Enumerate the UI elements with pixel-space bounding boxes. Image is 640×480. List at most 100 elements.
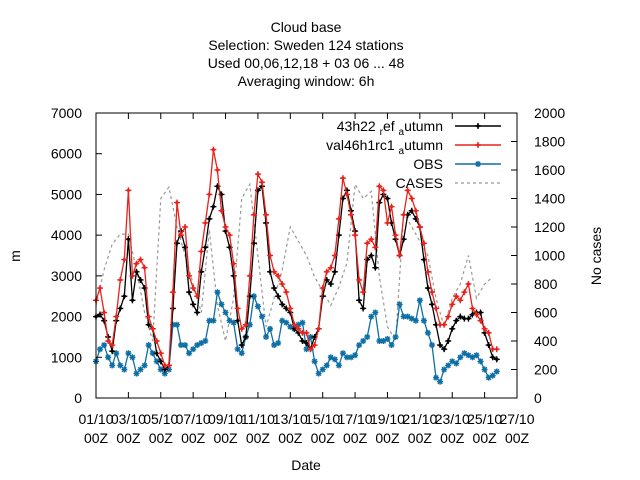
data-point-1 bbox=[384, 219, 391, 226]
data-point-0 bbox=[360, 305, 367, 312]
data-point-1 bbox=[117, 276, 124, 283]
data-point-2 bbox=[315, 370, 322, 377]
x-tick-label-time: 00Z bbox=[213, 430, 238, 446]
data-point-2 bbox=[117, 362, 124, 369]
data-point-2 bbox=[299, 319, 306, 326]
data-point-1 bbox=[101, 309, 108, 316]
x-tick-label-time: 00Z bbox=[84, 430, 109, 446]
plot-series bbox=[93, 146, 500, 385]
data-point-1 bbox=[360, 289, 367, 296]
data-point-2 bbox=[275, 340, 282, 347]
data-point-2 bbox=[469, 354, 476, 361]
data-point-1 bbox=[469, 305, 476, 312]
data-point-0 bbox=[186, 289, 193, 296]
data-point-0 bbox=[424, 285, 431, 292]
data-point-2 bbox=[412, 317, 419, 324]
data-point-2 bbox=[339, 350, 346, 357]
y-tick-label: 1000 bbox=[51, 349, 82, 365]
data-point-2 bbox=[186, 350, 193, 357]
data-point-2 bbox=[372, 309, 379, 316]
x-tick-label-time: 00Z bbox=[343, 430, 368, 446]
data-point-2 bbox=[477, 358, 484, 365]
data-point-0 bbox=[441, 346, 448, 353]
data-point-2 bbox=[283, 319, 290, 326]
data-point-1 bbox=[105, 338, 112, 344]
data-point-0 bbox=[445, 338, 452, 344]
data-point-1 bbox=[198, 248, 205, 255]
data-point-1 bbox=[295, 325, 302, 332]
data-point-1 bbox=[275, 272, 282, 279]
x-tick-label-time: 00Z bbox=[311, 430, 336, 446]
x-tick-label-time: 00Z bbox=[181, 430, 206, 446]
data-point-2 bbox=[445, 362, 452, 369]
data-point-2 bbox=[416, 297, 423, 304]
data-point-1 bbox=[206, 191, 213, 198]
data-point-0 bbox=[242, 333, 249, 340]
data-point-1 bbox=[250, 211, 257, 218]
data-point-1 bbox=[420, 240, 427, 247]
data-point-2 bbox=[210, 317, 217, 324]
data-point-2 bbox=[428, 342, 435, 349]
data-point-1 bbox=[473, 311, 480, 318]
x-tick-label: 11/10 bbox=[241, 411, 275, 427]
data-point-0 bbox=[275, 293, 282, 300]
data-point-1 bbox=[315, 325, 322, 332]
data-point-0 bbox=[372, 264, 379, 271]
data-point-2 bbox=[190, 346, 197, 353]
data-point-2 bbox=[105, 354, 112, 361]
data-point-1 bbox=[226, 232, 233, 239]
data-point-1 bbox=[283, 289, 290, 296]
data-point-2 bbox=[250, 293, 257, 300]
data-point-0 bbox=[109, 348, 116, 355]
data-point-2 bbox=[392, 333, 399, 340]
data-point-2 bbox=[400, 313, 407, 320]
data-point-2 bbox=[457, 354, 464, 361]
y-tick-label: 4000 bbox=[51, 227, 82, 243]
y2-tick-label: 1400 bbox=[534, 191, 565, 207]
data-point-1 bbox=[113, 313, 120, 320]
data-point-1 bbox=[327, 264, 334, 271]
x-tick-label: 09/10 bbox=[208, 411, 243, 427]
data-point-1 bbox=[323, 268, 330, 275]
data-point-1 bbox=[194, 293, 201, 300]
y-tick-label: 3000 bbox=[51, 268, 82, 284]
data-point-0 bbox=[129, 297, 136, 304]
data-point-1 bbox=[153, 338, 160, 344]
axis-ticks: 0 1000 2000 3000 4000 5000 6000 7000 0 200 400 600 8… bbox=[51, 105, 566, 446]
data-point-1 bbox=[186, 272, 193, 279]
data-point-0 bbox=[489, 354, 496, 361]
data-point-2 bbox=[384, 335, 391, 342]
x-tick-label: 23/10 bbox=[435, 411, 470, 427]
data-point-0 bbox=[437, 342, 444, 349]
data-point-1 bbox=[449, 301, 456, 308]
data-point-1 bbox=[218, 207, 225, 214]
data-point-1 bbox=[190, 285, 197, 292]
data-point-1 bbox=[258, 179, 265, 186]
data-point-1 bbox=[182, 224, 189, 230]
title-line: Used 00,06,12,18 + 03 06 ... 48 bbox=[208, 55, 405, 71]
chart-title: Cloud base Selection: Sweden 124 stations… bbox=[208, 19, 405, 89]
data-point-0 bbox=[202, 244, 209, 251]
data-point-2 bbox=[364, 333, 371, 340]
data-point-1 bbox=[311, 342, 318, 349]
data-point-2 bbox=[441, 366, 448, 373]
y-tick-label: 2000 bbox=[51, 309, 82, 325]
data-point-1 bbox=[202, 219, 209, 226]
data-point-0 bbox=[493, 356, 500, 363]
data-point-2 bbox=[145, 342, 152, 349]
legend-marker bbox=[475, 161, 481, 167]
x-tick-label: 15/10 bbox=[305, 411, 340, 427]
data-point-1 bbox=[388, 203, 395, 210]
data-point-1 bbox=[348, 211, 355, 218]
data-point-2 bbox=[214, 289, 221, 296]
data-point-1 bbox=[246, 272, 253, 279]
data-point-2 bbox=[97, 346, 104, 353]
data-point-1 bbox=[263, 211, 270, 218]
y2-tick-label: 0 bbox=[534, 390, 542, 406]
title-line: Cloud base bbox=[271, 19, 342, 35]
x-tick-label: 13/10 bbox=[273, 411, 308, 427]
data-point-1 bbox=[477, 317, 484, 324]
x-tick-label: 17/10 bbox=[338, 411, 373, 427]
x-axis-label: Date bbox=[291, 457, 321, 473]
x-tick-label-time: 00Z bbox=[116, 430, 141, 446]
